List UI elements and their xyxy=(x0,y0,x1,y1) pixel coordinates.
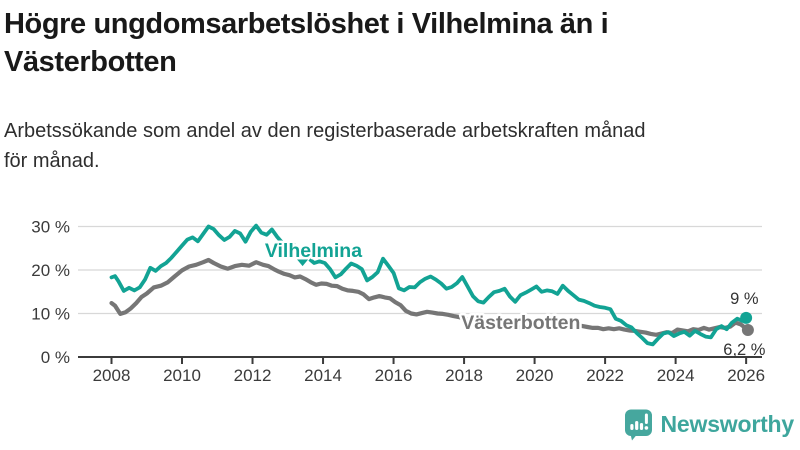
x-tick-label: 2014 xyxy=(304,366,342,385)
vilhelmina-end-dot xyxy=(740,311,753,324)
x-tick-label: 2010 xyxy=(163,366,201,385)
unemployment-line-chart: 2008 2010 2012 2014 2016 2018 2020 2022 2024 2026… xyxy=(31,218,766,386)
newsworthy-logo: Newsworthy xyxy=(624,408,794,441)
vilhelmina-label: Vilhelmina xyxy=(265,240,362,262)
vasterbotten-end-dot xyxy=(741,324,754,337)
title-line-1: Högre ungdomsarbetslöshet i Vilhelmina ä… xyxy=(4,8,609,40)
x-tick-label: 2024 xyxy=(657,366,695,385)
subtitle-line-1: Arbetssökande som andel av den registerb… xyxy=(4,120,646,142)
x-tick-label: 2008 xyxy=(93,366,131,385)
x-tick-label: 2020 xyxy=(516,366,554,385)
vasterbotten-label: Västerbotten xyxy=(461,312,580,334)
x-tick-label: 2016 xyxy=(375,366,413,385)
x-tick-label: 2012 xyxy=(234,366,272,385)
vasterbotten-line xyxy=(109,257,751,337)
vilhelmina-label-arrow-icon xyxy=(294,258,311,268)
y-tick-label: 20 % xyxy=(31,261,70,280)
y-tick-label: 10 % xyxy=(31,305,70,324)
vilhelmina-line xyxy=(109,223,748,347)
subtitle-line-2: för månad. xyxy=(4,150,100,172)
title-line-2: Västerbotten xyxy=(4,46,177,78)
page-title: Högre ungdomsarbetslöshet i Vilhelmina ä… xyxy=(4,5,609,81)
newsworthy-logo-text: Newsworthy xyxy=(660,411,795,437)
end-value-label: 9 % xyxy=(730,290,759,308)
y-tick-label: 30 % xyxy=(31,218,70,237)
x-tick-label: 2022 xyxy=(586,366,624,385)
x-tick-label: 2018 xyxy=(445,366,483,385)
x-tick-label: 2026 xyxy=(727,366,765,385)
newsworthy-logo-icon xyxy=(624,409,652,441)
chart-subtitle: Arbetssökande som andel av den registerb… xyxy=(4,116,646,176)
end-value-label: 6,2 % xyxy=(723,341,766,359)
y-tick-label: 0 % xyxy=(41,348,70,367)
